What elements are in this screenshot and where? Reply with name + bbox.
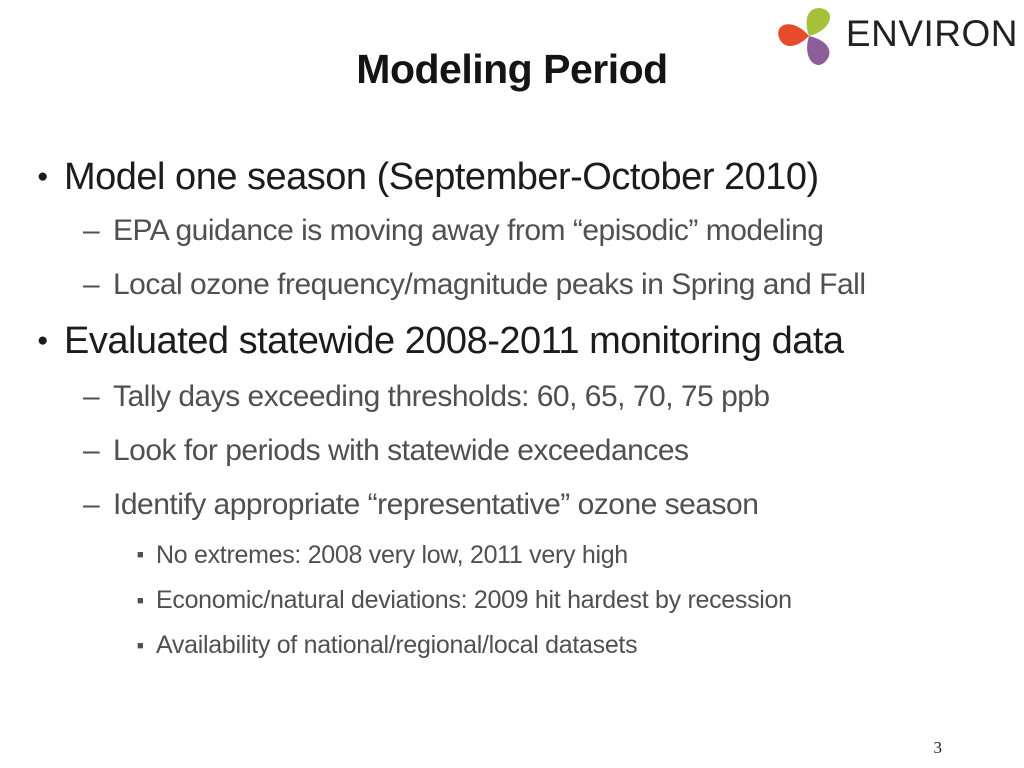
list-item-text: Tally days exceeding thresholds: 60, 65,… <box>113 380 770 413</box>
logo-petal-red <box>778 24 809 47</box>
list-item-level2: – Tally days exceeding thresholds: 60, 6… <box>0 370 1024 424</box>
bullet-dot-icon: ● <box>37 166 49 187</box>
dash-bullet-icon: – <box>83 214 100 247</box>
page-title: Modeling Period <box>356 46 668 92</box>
list-item-text: No extremes: 2008 very low, 2011 very hi… <box>156 540 628 569</box>
list-item-level2: – EPA guidance is moving away from “epis… <box>0 204 1024 258</box>
dash-bullet-icon: – <box>83 434 100 467</box>
logo-wordmark: ENVIRON <box>845 13 1018 54</box>
list-item-level2: – Look for periods with statewide exceed… <box>0 424 1024 478</box>
dash-bullet-icon: – <box>83 488 100 521</box>
environ-logo: ENVIRON <box>778 3 1018 65</box>
list-item-text: Local ozone frequency/magnitude peaks in… <box>113 268 866 301</box>
logo-petal-purple <box>807 35 830 65</box>
square-bullet-icon: ■ <box>137 549 144 561</box>
list-item-level2: – Identify appropriate “representative” … <box>0 478 1024 532</box>
list-item-text: Evaluated statewide 2008-2011 monitoring… <box>64 319 844 362</box>
list-item-text: Availability of national/regional/local … <box>156 631 638 659</box>
bullet-dot-icon: ● <box>37 330 49 351</box>
list-item-level2: – Local ozone frequency/magnitude peaks … <box>0 258 1024 312</box>
dash-bullet-icon: – <box>83 380 100 413</box>
square-bullet-icon: ■ <box>137 639 144 652</box>
list-item-level3: ■ No extremes: 2008 very low, 2011 very … <box>0 532 1024 578</box>
page-number: 3 <box>933 738 943 757</box>
square-bullet-icon: ■ <box>137 594 144 607</box>
list-item-level1: ● Model one season (September-October 20… <box>0 150 1024 204</box>
list-item-text: Identify appropriate “representative” oz… <box>113 488 759 521</box>
logo-petal-green <box>806 8 830 36</box>
list-item-text: Model one season (September-October 2010… <box>64 155 819 198</box>
list-item-level3: ■ Economic/natural deviations: 2009 hit … <box>0 578 1024 623</box>
bullet-list: ● Model one season (September-October 20… <box>0 150 1024 668</box>
pinwheel-logo-icon <box>778 8 830 65</box>
list-item-text: Look for periods with statewide exceedan… <box>113 434 689 467</box>
list-item-level3: ■ Availability of national/regional/loca… <box>0 623 1024 668</box>
dash-bullet-icon: – <box>83 268 100 301</box>
list-item-level1: ● Evaluated statewide 2008-2011 monitori… <box>0 312 1024 370</box>
list-item-text: EPA guidance is moving away from “episod… <box>113 214 824 247</box>
list-item-text: Economic/natural deviations: 2009 hit ha… <box>156 586 792 614</box>
